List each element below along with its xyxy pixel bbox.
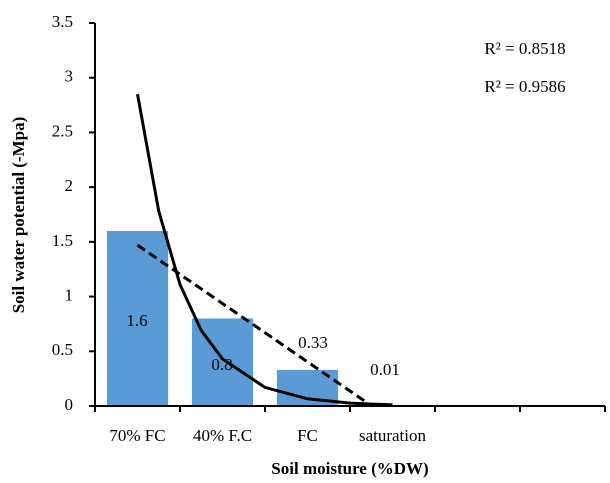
- data-label: 0.01: [370, 360, 400, 379]
- data-label: 0.8: [211, 355, 232, 374]
- y-tick-label: 2.5: [52, 121, 73, 140]
- y-tick-label: 0.5: [52, 340, 73, 359]
- y-tick-label: 0: [65, 395, 74, 414]
- bar: [106, 230, 169, 406]
- data-label: 0.33: [298, 333, 328, 352]
- y-tick-label: 1.5: [52, 231, 73, 250]
- y-tick-label: 1: [65, 285, 74, 304]
- x-axis-title: Soil moisture (%DW): [271, 459, 428, 478]
- x-tick-label: 40% F.C: [193, 426, 252, 445]
- trendline: [136, 93, 393, 407]
- y-tick-label: 3: [65, 67, 74, 86]
- x-tick-label: saturation: [359, 426, 427, 445]
- y-tick-label: 2: [65, 176, 74, 195]
- x-tick-label: FC: [297, 426, 318, 445]
- y-axis-title: Soil water potential (-Mpa): [9, 117, 28, 314]
- data-label: 1.6: [126, 311, 147, 330]
- y-tick-label: 3.5: [52, 12, 73, 31]
- annotation: R² = 0.9586: [484, 77, 565, 96]
- x-tick-label: 70% FC: [109, 426, 165, 445]
- annotation: R² = 0.8518: [484, 39, 565, 58]
